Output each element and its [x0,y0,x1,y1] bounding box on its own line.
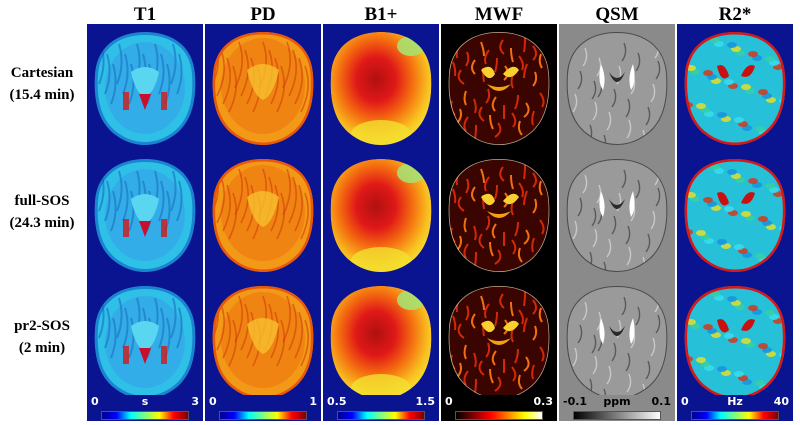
colorbar-max-label: 1 [309,395,317,408]
colorbar-gradient [691,411,779,420]
column-header-b1: B1+ [364,4,398,25]
colorbar-t1: 0 s 3 [87,395,203,421]
map-b1-row3 [323,278,439,405]
map-b1-row1 [323,24,439,151]
row-label-line2: (24.3 min) [9,215,75,231]
map-pd-row3 [205,278,321,405]
colorbar-min-label: 0.5 [327,395,347,408]
map-r2star-row3 [677,278,793,405]
colorbar-gradient [219,411,307,420]
column-header-mwf: MWF [474,4,524,25]
row-label-pr2-sos: pr2-SOS (2 min) [0,315,84,359]
colorbar-unit-label: Hz [727,395,743,408]
colorbar-r2star: 0 Hz 40 [677,395,793,421]
colorbar-min-label: 0 [91,395,99,408]
map-mwf-row1 [441,24,557,151]
colorbar-max-label: 1.5 [415,395,436,408]
colorbar-max-label: 0.3 [533,395,554,408]
map-pd-row2 [205,151,321,278]
column-header-t1: T1 [133,4,157,25]
colorbar-b1: 0.5 1.5 [323,395,439,421]
map-r2star-row2 [677,151,793,278]
map-qsm-row1 [559,24,675,151]
map-mwf-row2 [441,151,557,278]
column-header-qsm: QSM [595,4,639,25]
row-label-line1: Cartesian [10,65,74,81]
row-label-line1: pr2-SOS [14,318,70,334]
colorbar-min-label: -0.1 [563,395,588,408]
row-label-cartesian: Cartesian (15.4 min) [0,62,84,106]
colorbar-max-label: 40 [773,395,789,408]
colorbar-min-label: 0 [209,395,217,408]
map-pd-row1 [205,24,321,151]
colorbar-min-label: 0 [681,395,689,408]
colorbar-qsm: -0.1 ppm 0.1 [559,395,675,421]
colorbar-gradient [101,411,189,420]
map-t1-row3 [87,278,203,405]
colorbar-gradient [573,411,661,420]
colorbar-gradient [455,411,543,420]
colorbar-max-label: 0.1 [651,395,672,408]
row-label-line2: (15.4 min) [9,87,75,103]
row-label-line1: full-SOS [14,193,70,209]
colorbar-gradient [337,411,425,420]
map-r2star-row1 [677,24,793,151]
colorbar-max-label: 3 [191,395,199,408]
map-t1-row1 [87,24,203,151]
column-header-r2star: R2* [718,4,752,25]
map-t1-row2 [87,151,203,278]
map-mwf-row3 [441,278,557,405]
map-b1-row2 [323,151,439,278]
colorbar-min-label: 0 [445,395,453,408]
map-qsm-row3 [559,278,675,405]
colorbar-unit-label: ppm [603,395,631,408]
row-label-full-sos: full-SOS (24.3 min) [0,190,84,234]
row-label-line2: (2 min) [18,340,66,356]
column-header-pd: PD [250,4,276,25]
colorbar-unit-label: s [141,395,149,408]
colorbar-mwf: 0 0.3 [441,395,557,421]
map-qsm-row2 [559,151,675,278]
